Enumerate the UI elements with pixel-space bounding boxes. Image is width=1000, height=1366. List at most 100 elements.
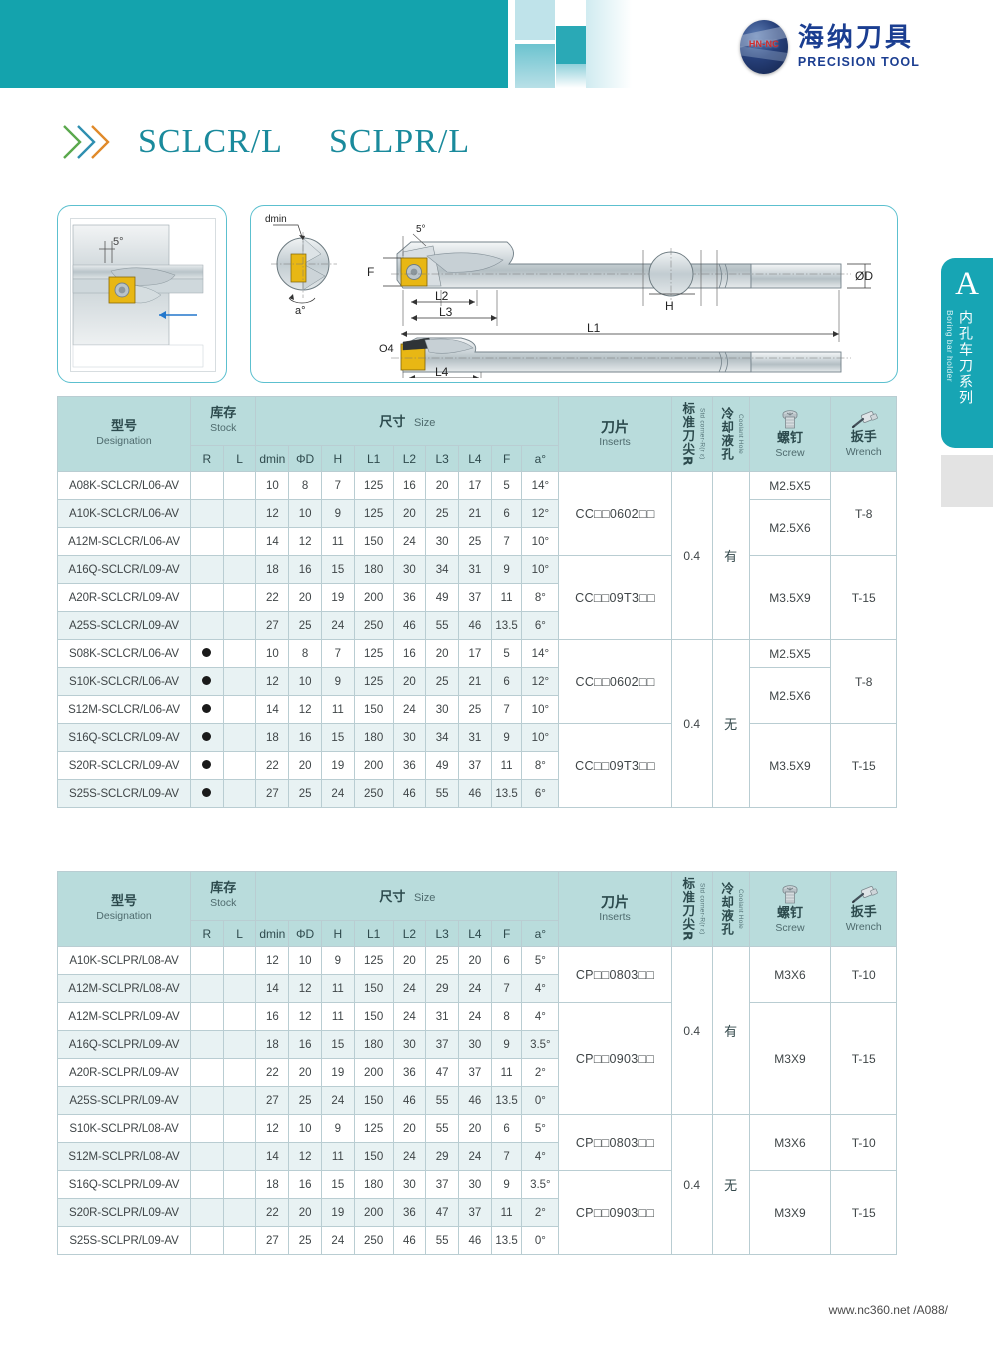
svg-text:5°: 5° (113, 236, 124, 248)
cell-a: 8° (521, 751, 560, 780)
spec-table-sclcr-body: A08K-SCLCR/L06-AV 10 8 7 125 16 20 17 5 14° CC□□06… (57, 471, 897, 808)
cell-phid: 20 (288, 1058, 322, 1087)
cell-stock-r (190, 974, 224, 1003)
spec-table-sclpr-body: A10K-SCLPR/L08-AV 12 10 9 125 20 25 20 6 5° CP□□08… (57, 946, 897, 1255)
table-row: A10K-SCLCR/L06-AV 12 10 9 125 20 25 21 6 12° M2.5X… (57, 499, 897, 556)
cell-l2: 36 (392, 751, 427, 780)
svg-text:L4: L4 (435, 365, 449, 378)
cell-a: 12° (521, 667, 560, 696)
cell-stock-r (190, 695, 224, 724)
cell-stock-r (190, 527, 224, 556)
cell-designation: A25S-SCLPR/L09-AV (57, 1086, 191, 1115)
th-dim-h: H (320, 445, 355, 472)
th-wrench-en: Wrench (845, 445, 882, 458)
table-row: S10K-SCLPR/L08-AV 12 10 9 125 20 55 20 6 5° CP□□08… (57, 1114, 897, 1255)
th2-size-en: Size (413, 892, 436, 905)
cell-l1: 150 (353, 695, 394, 724)
cell-wrench: T-8 (830, 639, 897, 724)
cell-dmin: 12 (255, 946, 290, 975)
svg-text:O4: O4 (379, 343, 394, 355)
cell-l4: 37 (458, 751, 492, 780)
cell-f: 9 (490, 555, 523, 584)
cell-phid: 20 (288, 583, 322, 612)
th2-stock: 库存 Stock (189, 870, 257, 922)
cell-designation: A10K-SCLPR/L08-AV (57, 946, 191, 975)
table-row: A12M-SCLCR/L06-AV 14 12 11 150 24 30 25 7 10° (57, 527, 897, 556)
cell-l2: 30 (392, 1030, 427, 1059)
cell-h: 7 (320, 471, 355, 500)
table-row: A25S-SCLPR/L09-AV 27 25 24 150 46 55 46 13.5 0° (57, 1086, 897, 1115)
cell-l3: 34 (425, 555, 460, 584)
th-wrench: 扳手 Wrench (830, 396, 897, 472)
th2-inserts-cn: 刀片 (601, 894, 630, 911)
th2-coolant-en: Coolant Hole (737, 889, 745, 929)
th-stock-l: L (222, 445, 257, 472)
cell-inserts: CP□□0803□□ (558, 1114, 672, 1171)
cell-l1: 150 (353, 974, 394, 1003)
cell-l1: 200 (353, 1058, 394, 1087)
cell-a: 10° (521, 527, 560, 556)
cell-f: 9 (490, 1030, 523, 1059)
cell-f: 9 (490, 723, 523, 752)
th-corner-r-cn: 标准刀尖R (680, 401, 696, 467)
cell-phid: 25 (288, 1226, 322, 1255)
cell-f: 7 (490, 695, 523, 724)
cell-coolant: 有 (711, 946, 750, 1115)
cell-stock-r (190, 1086, 224, 1115)
cell-f: 6 (490, 1114, 523, 1143)
cell-l2: 20 (392, 499, 427, 528)
cell-designation: S25S-SCLPR/L09-AV (57, 1226, 191, 1255)
cell-stock-r (190, 751, 224, 780)
cell-l3: 34 (425, 723, 460, 752)
cell-stock-l (222, 1058, 257, 1087)
cell-stock-r (190, 583, 224, 612)
cell-l3: 30 (425, 695, 460, 724)
cell-h: 24 (320, 779, 355, 808)
cell-l4: 24 (458, 974, 492, 1003)
page-header: HN-NC 海纳刀具 PRECISION TOOL (0, 0, 1000, 88)
cell-l1: 180 (353, 723, 394, 752)
cell-stock-l (222, 723, 257, 752)
globe-icon: HN-NC (739, 20, 788, 74)
cell-stock-l (222, 1086, 257, 1115)
section-tab-a[interactable]: A 内孔车刀系列 Boring bar holder (941, 258, 993, 448)
cell-designation: A10K-SCLCR/L06-AV (57, 499, 191, 528)
cell-l1: 125 (353, 667, 394, 696)
cell-f: 11 (490, 1198, 523, 1227)
cell-l4: 20 (458, 946, 492, 975)
cell-l4: 31 (458, 723, 492, 752)
cell-l4: 46 (458, 779, 492, 808)
cell-f: 8 (490, 1002, 523, 1031)
cell-dmin: 22 (255, 1058, 290, 1087)
cell-stock-r (190, 1198, 224, 1227)
cell-f: 13.5 (490, 611, 523, 640)
cell-f: 7 (490, 1142, 523, 1171)
cell-l3: 49 (425, 751, 460, 780)
th-dim-l4: L4 (458, 445, 492, 472)
stock-dot-icon (202, 787, 212, 797)
cell-l2: 30 (392, 555, 427, 584)
cell-inserts: CC□□09T3□□ (558, 555, 672, 640)
cell-l2: 36 (392, 1058, 427, 1087)
th2-stock-r: R (190, 920, 224, 947)
footer-url: www.nc360.net /A088/ (828, 1303, 948, 1317)
cell-l3: 20 (425, 639, 460, 668)
table-row: A25S-SCLCR/L09-AV 27 25 24 250 46 55 46 13.5 6° (57, 611, 897, 640)
cell-h: 11 (320, 1002, 355, 1031)
cell-stock-l (222, 751, 257, 780)
th-screw: 螺钉 Screw (748, 396, 832, 472)
cell-l1: 150 (353, 1086, 394, 1115)
cell-l3: 29 (425, 974, 460, 1003)
cell-phid: 10 (288, 946, 322, 975)
cell-a: 4° (521, 1142, 560, 1171)
cell-l4: 37 (458, 583, 492, 612)
cell-l2: 20 (392, 1114, 427, 1143)
table-row: S12M-SCLCR/L06-AV 14 12 11 150 24 30 25 7 10° (57, 695, 897, 724)
th-coolant-en: Coolant Hole (737, 414, 745, 454)
cell-h: 24 (320, 611, 355, 640)
th-designation-cn: 型号 (110, 419, 137, 435)
cell-designation: A16Q-SCLCR/L09-AV (57, 555, 191, 584)
cell-corner-r: 0.4 (670, 946, 713, 1115)
cell-inserts: CP□□0903□□ (558, 1170, 672, 1255)
cell-phid: 16 (288, 1170, 322, 1199)
